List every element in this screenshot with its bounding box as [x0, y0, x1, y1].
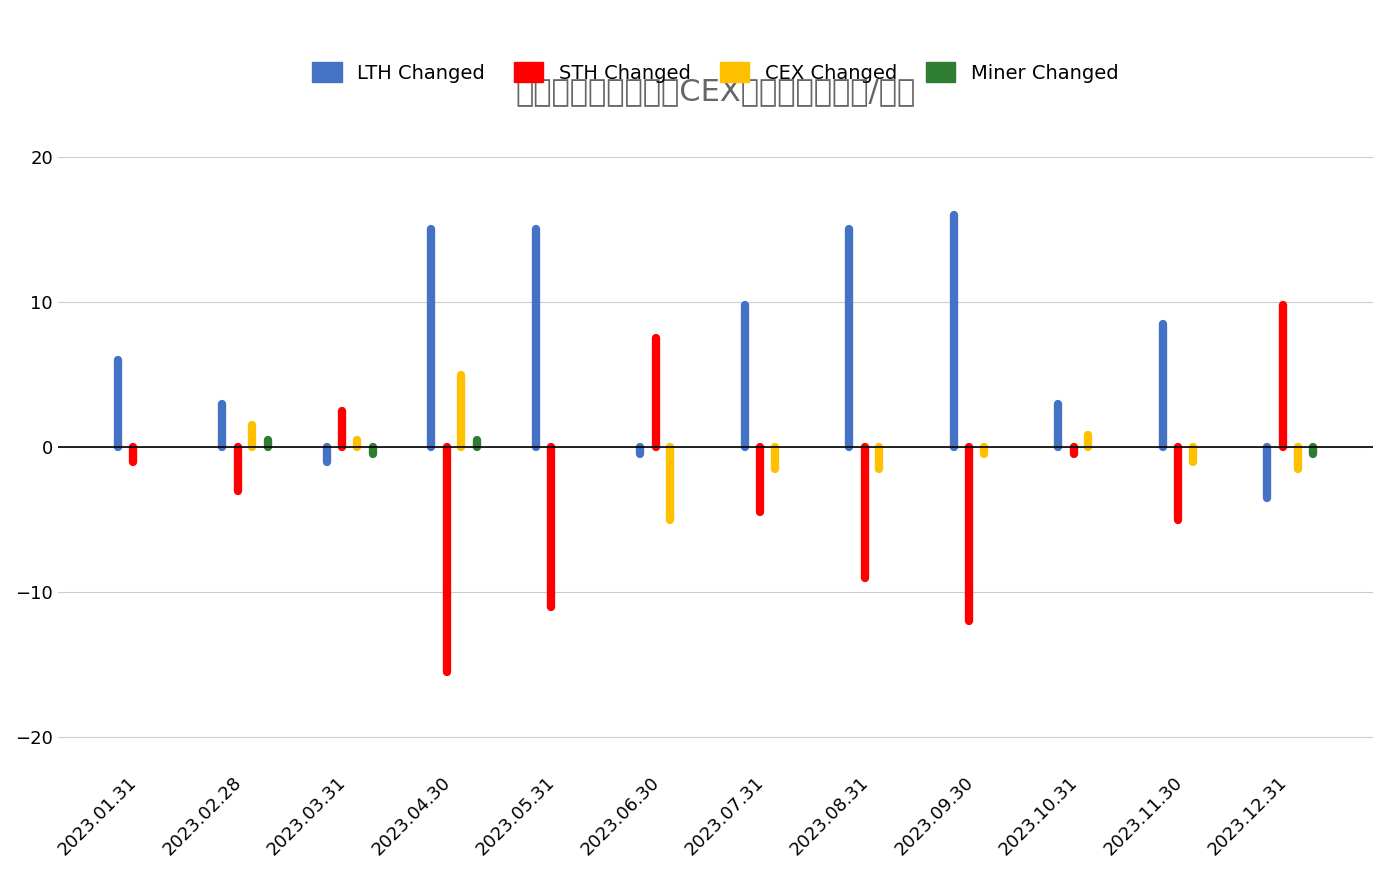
Title: 长手、短手、矿工、CEX持仓变动（万枚/月）: 长手、短手、矿工、CEX持仓变动（万枚/月）: [515, 77, 916, 106]
Legend: LTH Changed, STH Changed, CEX Changed, Miner Changed: LTH Changed, STH Changed, CEX Changed, M…: [304, 54, 1126, 91]
